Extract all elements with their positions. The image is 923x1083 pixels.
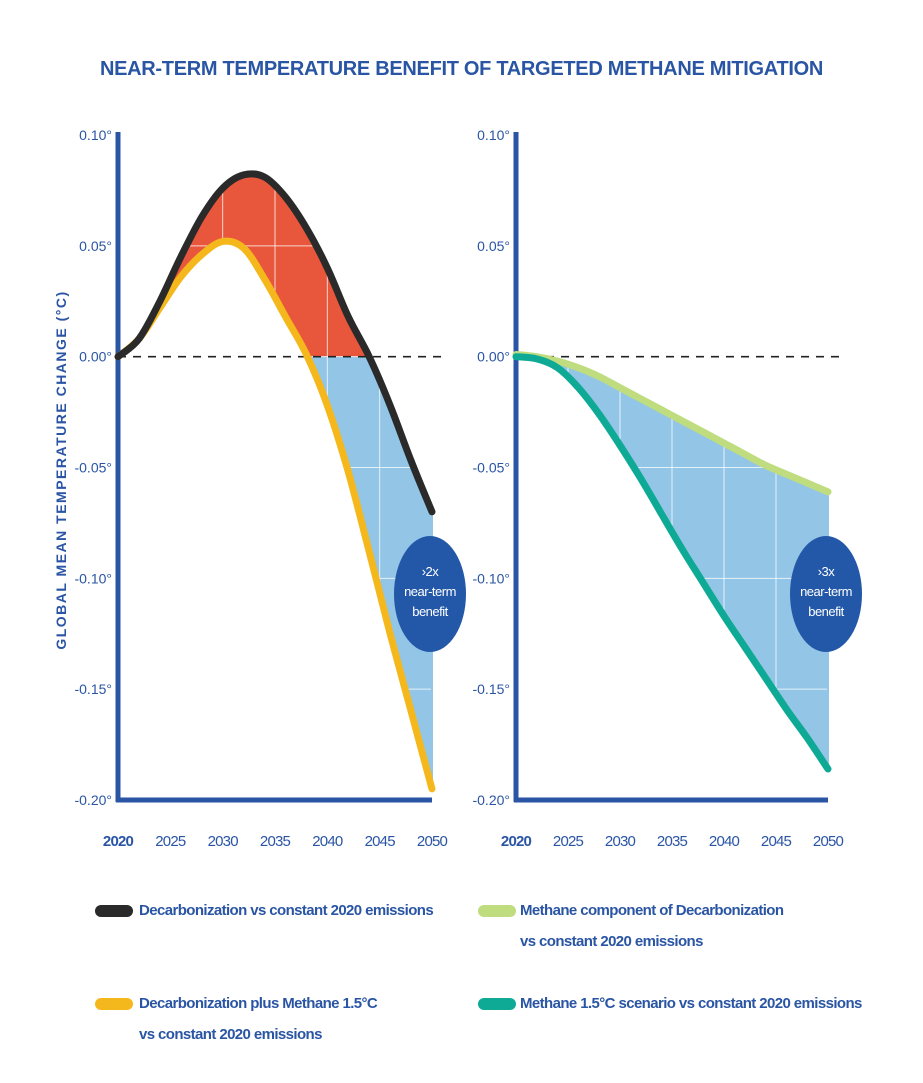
series-line-methane-15 — [512, 353, 832, 773]
legend-label: Methane 1.5°C scenario vs constant 2020 … — [520, 995, 862, 1012]
y-tick-label: -0.20° — [74, 792, 112, 808]
legend-swatch-decarb-plus-methane — [95, 998, 133, 1010]
legend-label: Decarbonization plus Methane 1.5°C — [139, 995, 378, 1012]
x-tick-label: 2050 — [813, 833, 844, 850]
x-tick-label: 2040 — [312, 833, 343, 850]
y-tick-label: -0.10° — [74, 570, 112, 586]
legend-swatch-decarbonization — [95, 905, 133, 917]
y-tick-label: -0.15° — [74, 681, 112, 697]
benefit-badge-text: benefit — [412, 604, 448, 619]
y-tick-label: 0.05° — [477, 238, 510, 254]
x-tick-label: 2020 — [501, 833, 532, 850]
x-tick-label: 2030 — [605, 833, 636, 850]
series-line-decarbonization — [114, 170, 436, 516]
legend-swatch-methane-component — [478, 905, 516, 917]
chart-title: NEAR-TERM TEMPERATURE BENEFIT OF TARGETE… — [99, 58, 824, 80]
series-line-methane-component — [512, 351, 832, 496]
y-tick-label: 0.00° — [477, 349, 510, 365]
y-tick-label: -0.10° — [472, 570, 510, 586]
benefit-badge — [790, 536, 862, 652]
legend-label: Methane component of Decarbonization — [520, 902, 784, 919]
fill-region — [516, 354, 828, 769]
series-line-decarb-plus-methane — [114, 237, 436, 793]
x-tick-label: 2035 — [260, 833, 291, 850]
x-tick-label: 2045 — [761, 833, 792, 850]
y-tick-label: -0.05° — [74, 460, 112, 476]
left-panel: 0.10° 0.05° 0.00° -0.05° -0.10° -0.15° -0.20° 2… — [74, 127, 466, 850]
benefit-badge-text: near-term — [800, 584, 852, 599]
legend-swatch-methane-15 — [478, 998, 516, 1010]
legend-label: Decarbonization vs constant 2020 emissio… — [139, 902, 434, 919]
benefit-badge-text: ›3x — [818, 564, 836, 579]
right-panel: 0.10° 0.05° 0.00° -0.05° -0.10° -0.15° -0.20° 2… — [472, 127, 862, 850]
y-tick-label: 0.10° — [79, 127, 112, 143]
fill-region — [118, 173, 432, 789]
legend-label-line2: vs constant 2020 emissions — [139, 1026, 322, 1043]
y-tick-label: -0.20° — [472, 792, 510, 808]
x-tick-label: 2025 — [155, 833, 186, 850]
benefit-badge — [394, 536, 466, 652]
y-tick-label: -0.05° — [472, 460, 510, 476]
y-tick-label: 0.10° — [477, 127, 510, 143]
benefit-badge-text: ›2x — [422, 564, 440, 579]
x-tick-label: 2045 — [365, 833, 396, 850]
benefit-fill — [118, 356, 432, 789]
x-tick-label: 2025 — [553, 833, 584, 850]
x-tick-label: 2035 — [657, 833, 688, 850]
benefit-badge-text: benefit — [808, 604, 844, 619]
benefit-badge-text: near-term — [404, 584, 456, 599]
x-tick-label: 2020 — [103, 833, 134, 850]
x-tick-label: 2040 — [709, 833, 740, 850]
legend-label-line2: vs constant 2020 emissions — [520, 933, 703, 950]
y-tick-label: 0.00° — [79, 349, 112, 365]
y-tick-label: -0.15° — [472, 681, 510, 697]
y-tick-label: 0.05° — [79, 238, 112, 254]
x-tick-label: 2030 — [208, 833, 239, 850]
x-tick-label: 2050 — [417, 833, 448, 850]
